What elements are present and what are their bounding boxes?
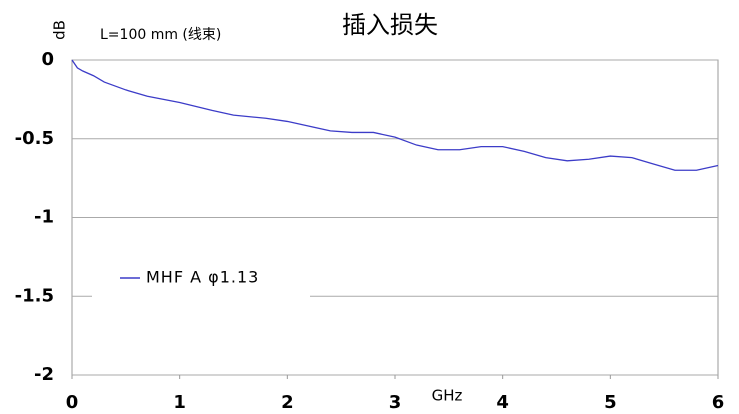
- x-tick-label: 1: [173, 392, 186, 413]
- legend-box: [92, 258, 310, 300]
- x-axis-label: GHz: [432, 387, 463, 405]
- x-tick-label: 2: [281, 392, 294, 413]
- y-tick-label: -1.5: [15, 285, 54, 306]
- x-tick-label: 6: [712, 392, 725, 413]
- x-tick-label: 4: [496, 392, 509, 413]
- annotation: L=100 mm (线束): [100, 27, 221, 43]
- chart-title: 插入损失: [342, 11, 438, 39]
- x-tick-label: 3: [389, 392, 402, 413]
- x-tick-label: 5: [604, 392, 617, 413]
- data-line: [71, 59, 719, 171]
- legend-label: MHF A φ1.13: [146, 268, 259, 287]
- y-tick-label: -2: [34, 364, 54, 385]
- y-axis-label: dB: [51, 20, 69, 40]
- y-tick-label: -1: [34, 207, 54, 228]
- x-tick-label: 0: [66, 392, 79, 413]
- y-tick-label: -0.5: [15, 128, 54, 149]
- y-tick-label: 0: [41, 49, 54, 70]
